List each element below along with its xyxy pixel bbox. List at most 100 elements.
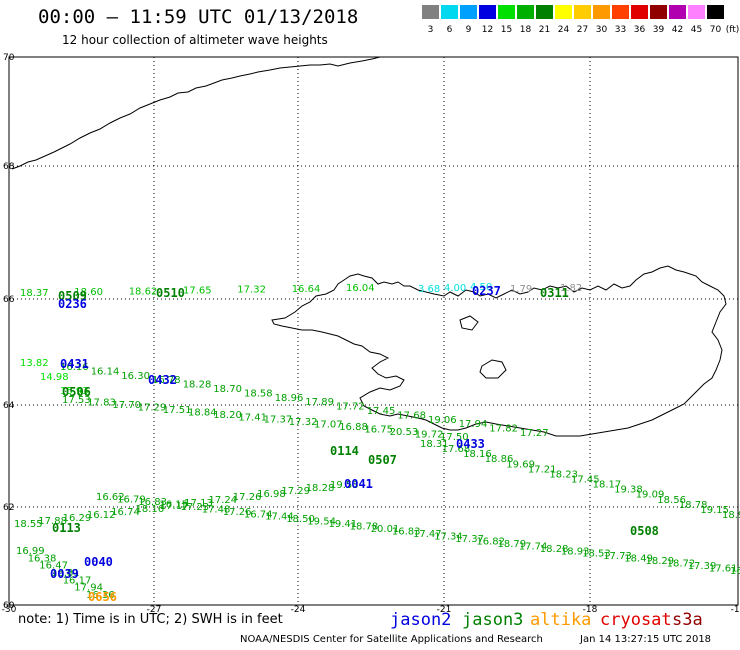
swh-value-label: 17.21 [528,464,557,475]
swh-value-label: 16.99 [16,546,45,557]
swh-value-label: 17.37 [455,534,484,545]
swh-value-label: 18.78 [350,522,379,533]
satellite-name: altika [530,610,592,630]
lat-label: 64 [3,401,15,411]
pass-time-tag: 0113 [52,521,81,535]
scale-swatch [612,5,629,19]
pass-time-tag: 0431 [60,357,89,371]
swh-value-label: 17.68 [397,410,426,421]
swh-value-label: 17.32 [237,285,266,296]
swh-value-label: 4.00 [444,283,466,294]
swh-value-label: 18.37 [20,288,49,299]
swh-value-label: 18.53 [582,549,611,560]
swh-value-label: 17.73 [603,551,632,562]
swh-value-label: 16.79 [117,495,146,506]
swh-value-label: 17.29 [281,486,310,497]
scale-swatch [593,5,610,19]
scale-label: 36 [633,25,646,35]
scale-swatch [422,5,439,19]
swh-value-label: 17.45 [367,406,396,417]
swh-value-label: 17.24 [209,495,238,506]
pass-time-tag: 0311 [540,286,569,300]
swh-value-label: 17.27 [520,428,549,439]
pass-time-tag: 0041 [344,477,373,491]
swh-value-label: 18.28 [540,544,569,555]
scale-swatch [536,5,553,19]
pass-time-tag: 0507 [368,453,397,467]
pass-time-tag: 0039 [50,567,79,581]
scale-label: 3 [427,25,434,35]
scale-label: 33 [614,25,627,35]
swh-value-label: 16.29 [63,513,92,524]
footer-note: note: 1) Time is in UTC; 2) SWH is in fe… [18,612,283,627]
lat-label: 68 [3,162,15,172]
swh-value-label: 17.82 [489,424,518,435]
swh-value-label: 17.88 [38,516,67,527]
swh-value-label: 19.53 [330,480,359,491]
swh-value-label: 17.37 [264,415,293,426]
swh-value-label: 19.15 [700,505,729,516]
swh-value-label: 18.86 [485,454,514,465]
swh-value-label: 16.36 [86,590,115,601]
swh-value-label: 19.54 [307,517,336,528]
lon-label: -15 [731,605,740,615]
swh-value-label: 17.13 [184,498,213,509]
scale-swatch [574,5,591,19]
scale-label: 39 [652,25,665,35]
swh-value-label: 18.56 [657,495,686,506]
swh-value-label: 16.47 [39,561,68,572]
swh-value-label: 18.17 [593,480,622,491]
credit-text: NOAA/NESDIS Center for Satellite Applica… [240,634,543,645]
swh-value-label: 18.93 [561,546,590,557]
scale-label: 27 [576,25,589,35]
swh-value-label: 17.07 [314,420,343,431]
pass-time-tag: 0509 [58,289,87,303]
swh-value-label: 18.29 [646,556,675,567]
swh-value-label: 17.34 [434,532,463,543]
swh-value-label: 17.83 [87,398,116,409]
lat-lon-grid [9,57,738,605]
scale-swatch [498,5,515,19]
swh-value-label: 17.17 [160,501,189,512]
swh-value-label: 14.98 [40,372,69,383]
swh-value-label: 17.89 [305,397,334,408]
swh-value-label: 16.12 [87,510,116,521]
swh-value-label: 16.16 [60,362,89,373]
swh-value-label: 17.39 [688,561,717,572]
swh-value-label: 17.53 [62,395,91,406]
wave-height-tracks: 18.37 18.60 18.62 17.65 17.32 16.64 16.04 3.68 4… [14,282,740,601]
swh-value-label: 16.98 [257,489,286,500]
scale-label: 21 [538,25,551,35]
swh-value-label: 4.50 [470,282,492,293]
swh-value-label: 17.41 [238,412,267,423]
satellite-name: jason2 [390,610,452,630]
lon-label: -21 [437,605,452,615]
swh-value-label: 16.78 [152,375,181,386]
pass-time-tag: 0506 [62,385,91,399]
swh-value-label: 20.01 [371,524,400,535]
scale-swatch [688,5,705,19]
swh-value-label: 18.96 [275,393,304,404]
swh-value-label: 16.75 [364,425,393,436]
swh-value-label: 17.32 [289,417,318,428]
swh-value-label: 18.97 [722,510,740,521]
swh-value-label: 16.83 [392,527,421,538]
lon-label: -24 [291,605,306,615]
swh-value-label: 18.50 [286,514,315,525]
swh-value-label: 17.68 [442,444,471,455]
swh-value-label: 18.20 [213,410,242,421]
swh-value-label: 16.17 [63,575,92,586]
swh-value-label: 19.38 [614,485,643,496]
scale-unit: (ft) [725,25,740,35]
scale-label: 24 [557,25,570,35]
swh-value-label: 16.64 [292,284,321,295]
scale-swatch [517,5,534,19]
scale-swatch [441,5,458,19]
swh-value-label: 17.48 [202,504,231,515]
swh-value-label: 15.93 [60,386,89,397]
swh-value-label: 18.79 [498,539,527,550]
swh-value-label: 18.70 [213,384,242,395]
scale-swatch [707,5,724,19]
swh-value-label: 18.49 [624,554,653,565]
